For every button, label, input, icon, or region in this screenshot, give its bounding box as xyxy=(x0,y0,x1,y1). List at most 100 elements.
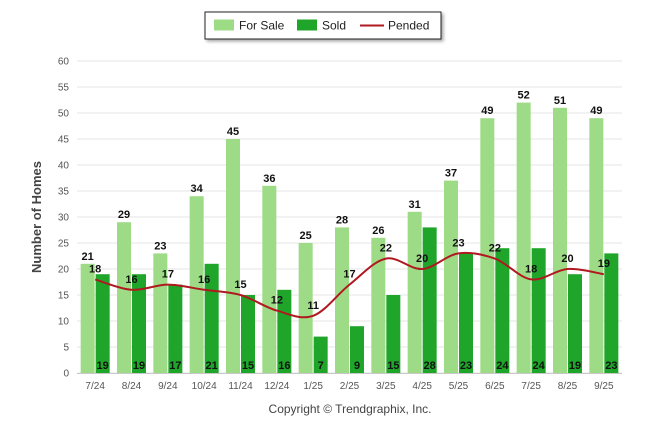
y-tick-label: 45 xyxy=(58,135,70,146)
y-tick-label: 30 xyxy=(58,213,70,224)
label-sold: 19 xyxy=(97,360,109,372)
x-tick-label: 10/24 xyxy=(192,381,217,392)
legend-swatch xyxy=(214,19,234,31)
label-pended: 15 xyxy=(234,279,246,291)
y-tick-label: 55 xyxy=(58,83,70,94)
y-tick-label: 20 xyxy=(58,265,70,276)
label-for-sale: 21 xyxy=(82,251,94,263)
label-for-sale: 51 xyxy=(554,95,566,107)
y-tick-label: 60 xyxy=(58,57,70,68)
bar-sold xyxy=(241,295,255,373)
label-for-sale: 49 xyxy=(590,105,602,117)
bar-for-sale xyxy=(335,227,349,373)
label-pended: 16 xyxy=(125,274,137,286)
label-for-sale: 31 xyxy=(409,199,421,211)
x-tick-label: 2/25 xyxy=(340,381,360,392)
bar-for-sale xyxy=(371,237,386,373)
axes: Number of Homes Copyright © Trendgraphix… xyxy=(29,57,622,416)
bar-sold xyxy=(132,274,146,373)
label-sold: 19 xyxy=(569,360,581,372)
label-pended: 11 xyxy=(307,300,319,312)
label-pended: 18 xyxy=(89,263,101,275)
label-sold: 24 xyxy=(496,360,509,372)
label-sold: 17 xyxy=(169,360,181,372)
bar-for-sale xyxy=(480,118,495,373)
bar-for-sale xyxy=(189,196,204,373)
x-tick-label: 9/25 xyxy=(594,381,614,392)
y-tick-label: 5 xyxy=(63,343,69,354)
x-tick-label: 11/24 xyxy=(228,381,253,392)
label-for-sale: 26 xyxy=(372,225,384,237)
label-sold: 16 xyxy=(278,360,290,372)
label-for-sale: 34 xyxy=(191,183,204,195)
y-tick-label: 15 xyxy=(58,291,70,302)
grid xyxy=(77,60,622,374)
bar-sold xyxy=(568,274,582,373)
label-pended: 20 xyxy=(561,253,573,265)
label-sold: 7 xyxy=(318,360,324,372)
label-sold: 15 xyxy=(387,360,399,372)
bar-for-sale xyxy=(153,253,168,373)
bar-sold xyxy=(604,253,619,373)
bars xyxy=(80,102,619,374)
x-tick-label: 3/25 xyxy=(376,381,396,392)
x-tick-label: 5/25 xyxy=(449,381,469,392)
bar-sold xyxy=(495,248,510,373)
label-for-sale: 23 xyxy=(154,240,166,252)
y-tick-label: 35 xyxy=(58,187,70,198)
legend-box xyxy=(204,11,442,40)
label-pended: 19 xyxy=(598,258,610,270)
bar-sold xyxy=(277,289,292,373)
label-sold: 24 xyxy=(533,360,546,372)
bar-for-sale xyxy=(298,243,313,373)
label-sold: 23 xyxy=(460,360,472,372)
label-pended: 20 xyxy=(416,253,428,265)
legend: For Sale Sold Pended xyxy=(204,11,442,40)
bar-for-sale xyxy=(407,211,422,373)
x-tick-label: 1/25 xyxy=(303,381,323,392)
bar-sold xyxy=(313,336,328,373)
pended-line-path xyxy=(94,251,604,319)
x-tick-label: 7/24 xyxy=(85,381,105,392)
bar-sold xyxy=(350,326,364,373)
y-axis-title: Number of Homes xyxy=(29,161,44,273)
x-tick-label: 8/24 xyxy=(122,381,142,392)
label-pended: 23 xyxy=(452,237,464,249)
label-pended: 12 xyxy=(271,295,283,307)
label-sold: 15 xyxy=(242,360,254,372)
label-pended: 16 xyxy=(198,274,210,286)
x-tick-label: 12/24 xyxy=(264,381,289,392)
bar-for-sale xyxy=(553,107,567,374)
legend-label: Pended xyxy=(388,19,429,33)
bar-for-sale xyxy=(589,118,604,373)
bar-sold xyxy=(386,295,401,373)
label-pended: 17 xyxy=(343,269,355,281)
label-for-sale: 29 xyxy=(118,209,130,221)
label-sold: 21 xyxy=(206,360,218,372)
y-tick-label: 40 xyxy=(58,161,70,172)
label-for-sale: 45 xyxy=(227,126,239,138)
label-for-sale: 36 xyxy=(263,173,275,185)
x-tick-label: 6/25 xyxy=(485,381,505,392)
bar-for-sale xyxy=(226,139,240,373)
legend-label: Sold xyxy=(322,19,346,33)
y-tick-label: 10 xyxy=(58,317,70,328)
y-tick-label: 25 xyxy=(58,239,70,250)
bar-sold xyxy=(422,227,437,373)
x-tick-label: 4/25 xyxy=(412,381,432,392)
label-sold: 28 xyxy=(424,360,436,372)
label-pended: 18 xyxy=(525,263,537,275)
label-sold: 23 xyxy=(605,360,617,372)
bar-for-sale xyxy=(80,263,95,373)
label-pended: 17 xyxy=(162,269,174,281)
data-labels: 21 19 29 19 23 17 34 21 45 15 36 16 25 7 28 9 26 15 31 28 37… xyxy=(82,90,618,372)
legend-label: For Sale xyxy=(239,19,285,33)
label-pended: 22 xyxy=(489,243,501,255)
bar-sold xyxy=(168,284,183,373)
bar-for-sale xyxy=(117,222,131,373)
bar-for-sale xyxy=(262,185,277,373)
copyright-text: Copyright © Trendgraphix, Inc. xyxy=(269,402,432,416)
label-sold: 9 xyxy=(354,360,360,372)
